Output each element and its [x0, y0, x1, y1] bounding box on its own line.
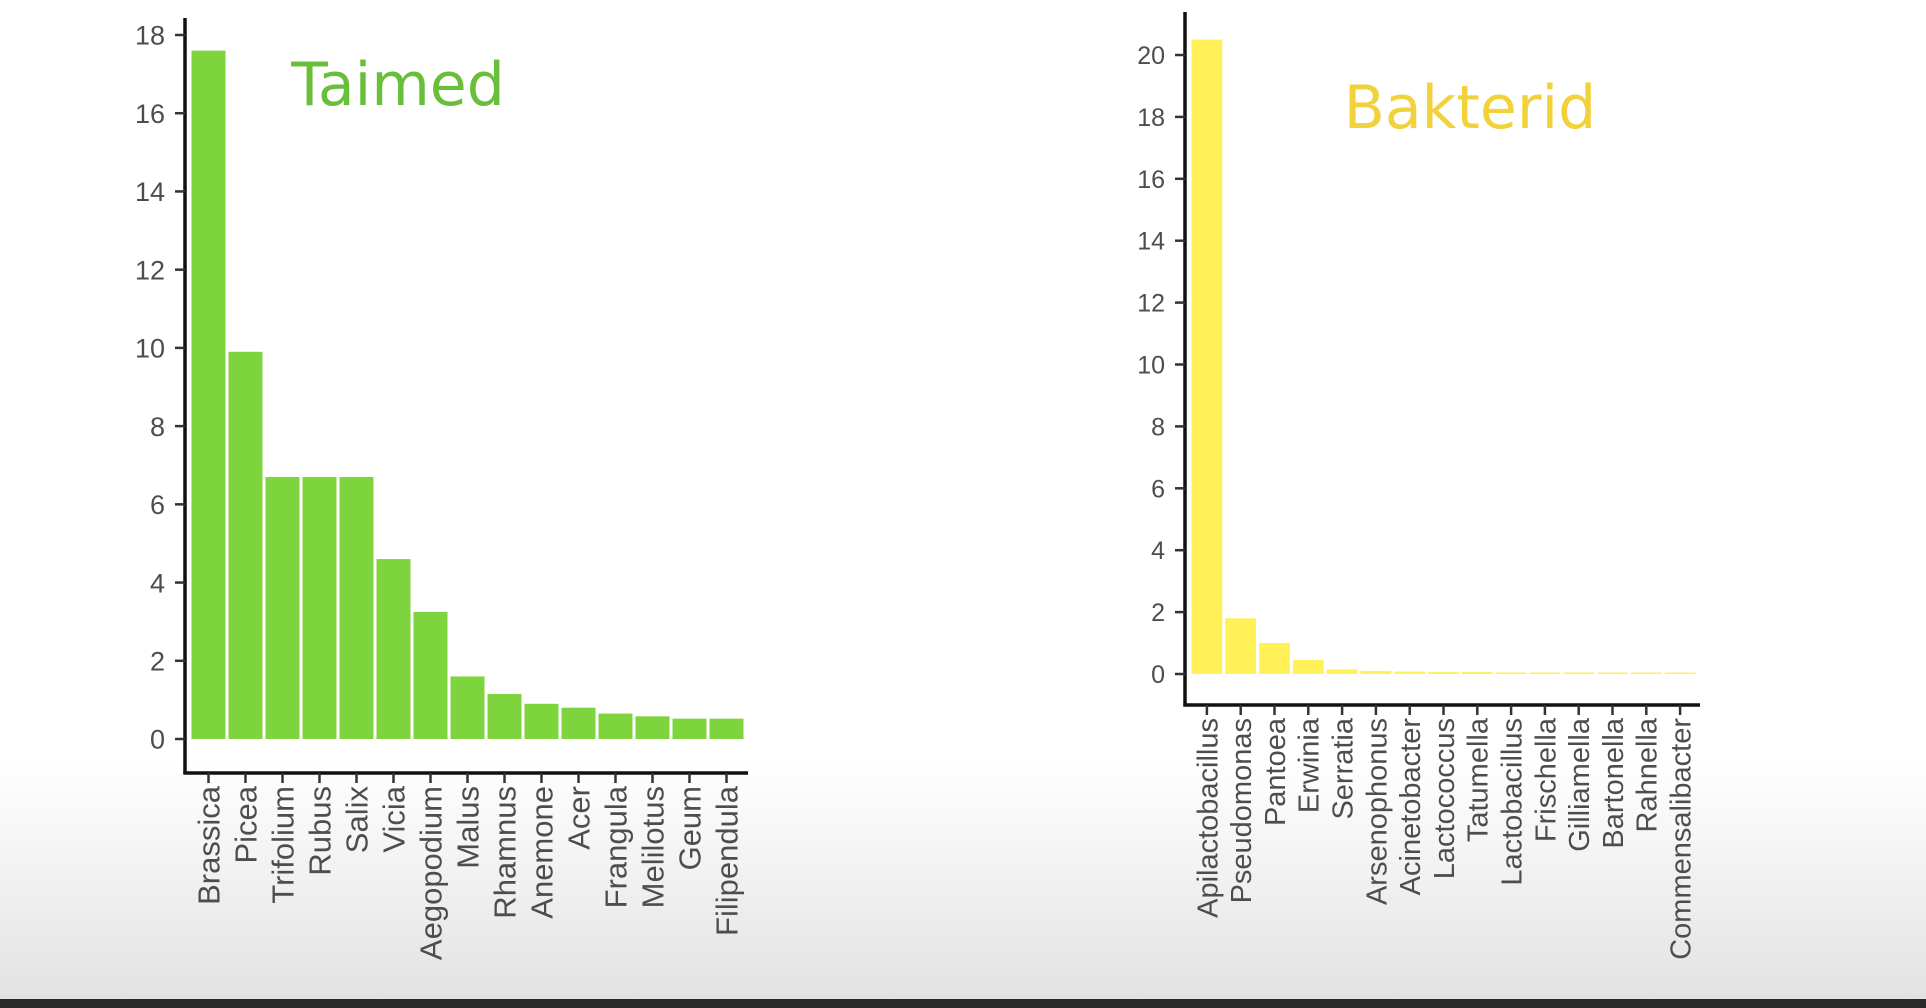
- x-tick-label: Apilactobacillus: [1192, 718, 1224, 918]
- y-tick-label: 16: [1137, 166, 1165, 194]
- y-tick-label: 6: [1151, 475, 1165, 503]
- bar-anemone: [524, 703, 559, 739]
- x-tick-label: Arsenophonus: [1361, 718, 1393, 905]
- bar-bartonella: [1597, 672, 1628, 674]
- x-tick-label: Pseudomonas: [1226, 718, 1258, 903]
- y-tick-label: 2: [1151, 599, 1165, 627]
- x-tick-label: Geum: [673, 786, 708, 870]
- x-tick-label: Erwinia: [1294, 717, 1326, 813]
- bar-frischella: [1529, 672, 1561, 674]
- bar-salix: [339, 476, 374, 739]
- x-tick-label: Lactobacillus: [1497, 718, 1529, 886]
- x-tick-label: Rahnella: [1632, 717, 1664, 832]
- y-tick-label: 14: [1137, 228, 1165, 256]
- y-tick-label: 0: [1151, 661, 1165, 689]
- x-tick-label: Frischella: [1530, 717, 1562, 842]
- x-tick-label: Pantoea: [1260, 717, 1292, 826]
- bar-apilactobacillus: [1191, 39, 1223, 674]
- bar-picea: [228, 351, 263, 739]
- y-tick-label: 10: [1137, 352, 1165, 380]
- bar-vicia: [376, 559, 411, 739]
- y-tick-label: 20: [1137, 42, 1165, 70]
- x-tick-label: Vicia: [377, 785, 412, 852]
- x-tick-label: Commensalibacter: [1666, 718, 1698, 960]
- x-tick-label: Melilotus: [636, 786, 671, 908]
- bar-arsenophonus: [1360, 670, 1392, 674]
- bar-acinetobacter: [1394, 671, 1426, 674]
- x-tick-label: Acinetobacter: [1395, 718, 1427, 896]
- y-tick-label: 8: [1151, 413, 1165, 441]
- bottom-bar: [0, 999, 1926, 1008]
- x-tick-label: Filipendula: [710, 785, 745, 936]
- y-tick-label: 12: [1137, 290, 1165, 318]
- x-tick-label: Acer: [562, 786, 597, 850]
- x-tick-label: Aegopodium: [414, 786, 449, 960]
- y-tick-label: 4: [150, 568, 165, 598]
- bar-pseudomonas: [1225, 618, 1257, 674]
- x-tick-label: Anemone: [525, 786, 560, 919]
- x-tick-label: Tatumella: [1463, 717, 1495, 842]
- x-tick-label: Trifolium: [266, 786, 301, 904]
- bar-rahnella: [1630, 672, 1662, 674]
- x-tick-label: Bartonella: [1598, 717, 1630, 848]
- y-tick-label: 10: [135, 334, 165, 364]
- bar-melilotus: [635, 716, 670, 739]
- bar-pantoea: [1259, 643, 1290, 674]
- y-tick-label: 18: [1137, 104, 1165, 132]
- chart-title: Taimed: [290, 50, 505, 120]
- bar-aegopodium: [413, 611, 448, 739]
- x-tick-label: Picea: [229, 785, 264, 863]
- bar-rhamnus: [487, 694, 522, 739]
- x-tick-label: Lactococcus: [1429, 718, 1461, 879]
- y-tick-label: 18: [135, 21, 165, 51]
- y-tick-label: 16: [135, 99, 165, 129]
- y-tick-label: 6: [150, 490, 165, 520]
- bar-trifolium: [265, 476, 300, 739]
- y-tick-label: 8: [150, 412, 165, 442]
- x-tick-label: Serratia: [1328, 717, 1360, 819]
- bar-lactobacillus: [1495, 672, 1527, 674]
- chart-title: Bakterid: [1344, 73, 1597, 143]
- bar-frangula: [598, 713, 633, 739]
- bar-malus: [450, 676, 485, 739]
- x-tick-label: Rhamnus: [488, 786, 523, 919]
- x-tick-label: Frangula: [599, 785, 634, 908]
- y-tick-label: 0: [150, 725, 165, 755]
- bar-rubus: [302, 476, 337, 739]
- x-tick-label: Gilliamella: [1564, 717, 1596, 852]
- x-tick-label: Malus: [451, 786, 486, 869]
- bar-commensalibacter: [1664, 672, 1696, 674]
- chart-1: 0 2 4 6 8 10 12 14 16 18 20 Apilactobacillus Pseudom…: [1137, 12, 1700, 960]
- x-tick-label: Brassica: [192, 785, 227, 905]
- bar-brassica: [191, 50, 226, 739]
- bar-acer: [561, 707, 596, 739]
- bar-tatumella: [1461, 672, 1493, 674]
- bar-lactococcus: [1428, 672, 1459, 674]
- chart-0: 0 2 4 6 8 10 12 14 16 18 Brassica Picea Trifolium Rub…: [135, 18, 748, 960]
- x-tick-label: Rubus: [303, 786, 338, 876]
- bar-erwinia: [1292, 660, 1324, 674]
- bar-gilliamella: [1563, 672, 1595, 674]
- bar-serratia: [1326, 669, 1358, 674]
- bottom-shade: [0, 760, 1926, 1008]
- y-tick-label: 4: [1151, 537, 1165, 565]
- bar-geum: [672, 718, 707, 739]
- bar-filipendula: [709, 718, 744, 739]
- y-tick-label: 2: [150, 646, 165, 676]
- y-tick-label: 12: [135, 255, 165, 285]
- x-tick-label: Salix: [340, 786, 375, 854]
- y-tick-label: 14: [135, 177, 165, 207]
